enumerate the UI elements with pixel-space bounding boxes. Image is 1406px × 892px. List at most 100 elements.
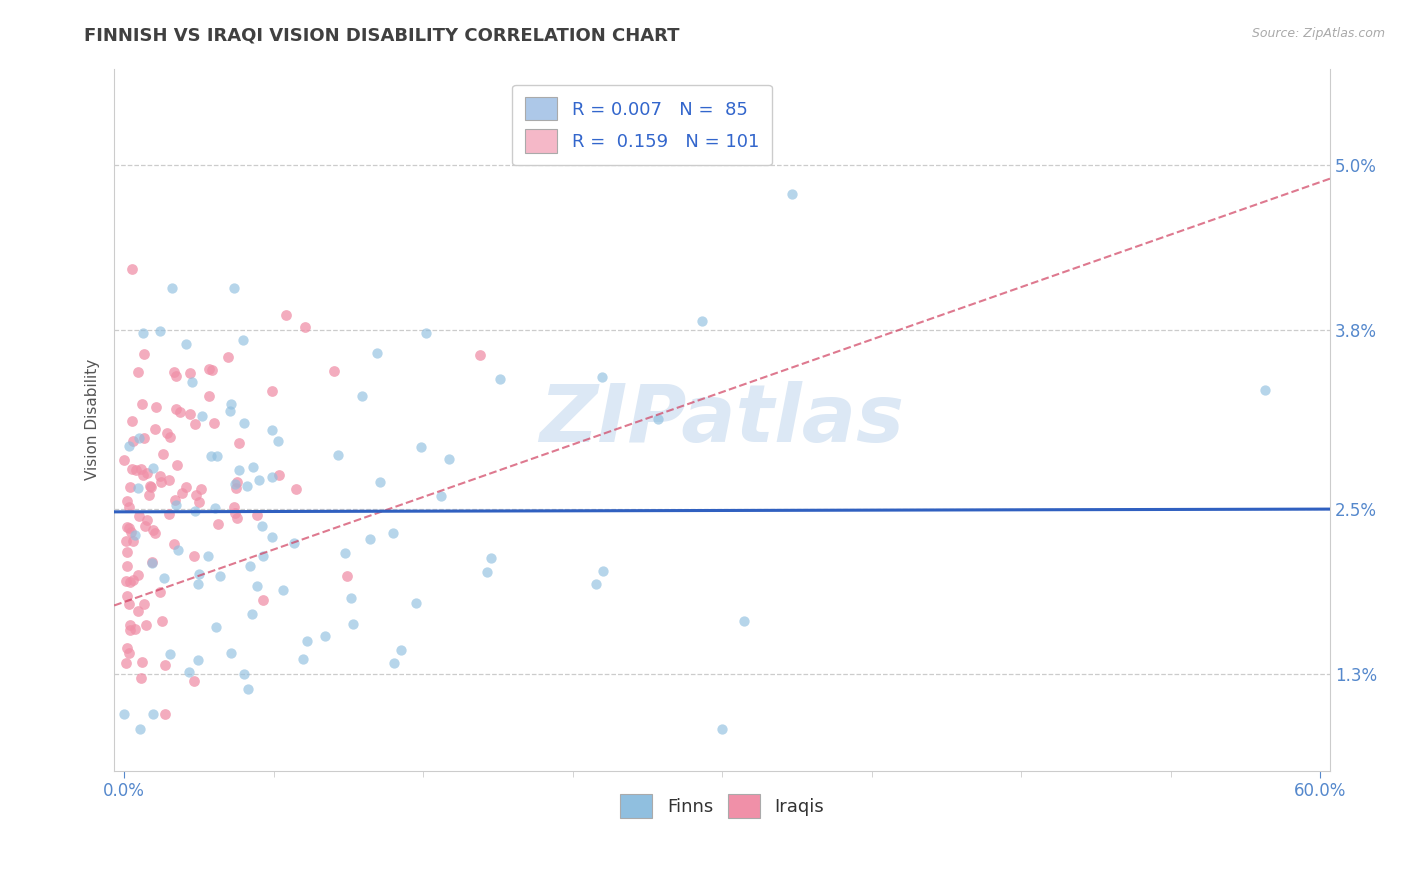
Point	[295, 634, 318, 648]
Point	[197, 389, 219, 403]
Point	[139, 479, 162, 493]
Point	[225, 475, 247, 490]
Point	[389, 642, 412, 657]
Point	[591, 369, 613, 384]
Point	[205, 449, 228, 463]
Point	[143, 526, 166, 541]
Point	[129, 671, 152, 685]
Point	[170, 485, 193, 500]
Point	[153, 706, 176, 721]
Point	[125, 463, 148, 477]
Point	[252, 593, 274, 607]
Point	[115, 590, 138, 604]
Point	[187, 576, 209, 591]
Point	[222, 281, 245, 295]
Point	[131, 655, 153, 669]
Point	[121, 533, 143, 548]
Point	[127, 481, 149, 495]
Point	[153, 571, 176, 585]
Point	[179, 407, 201, 421]
Point	[114, 707, 136, 722]
Point	[260, 384, 283, 398]
Point	[224, 507, 246, 521]
Point	[225, 481, 247, 495]
Point	[359, 532, 381, 546]
Point	[120, 524, 142, 539]
Point	[115, 494, 138, 508]
Point	[131, 467, 153, 482]
Point	[366, 346, 388, 360]
Point	[135, 617, 157, 632]
Point	[118, 480, 141, 494]
Point	[127, 604, 149, 618]
Point	[166, 542, 188, 557]
Point	[350, 389, 373, 403]
Point	[342, 617, 364, 632]
Point	[155, 658, 177, 673]
Point	[232, 333, 254, 347]
Point	[276, 309, 298, 323]
Point	[247, 473, 270, 487]
Point	[150, 614, 173, 628]
Point	[228, 436, 250, 450]
Legend: Finns, Iraqis: Finns, Iraqis	[613, 788, 831, 825]
Point	[415, 326, 437, 340]
Point	[141, 480, 163, 494]
Point	[585, 576, 607, 591]
Point	[184, 488, 207, 502]
Point	[262, 470, 284, 484]
Point	[260, 530, 283, 544]
Point	[382, 657, 405, 671]
Point	[479, 551, 502, 566]
Point	[159, 647, 181, 661]
Point	[138, 488, 160, 502]
Point	[145, 401, 167, 415]
Point	[188, 494, 211, 508]
Point	[159, 429, 181, 443]
Point	[222, 500, 245, 514]
Point	[120, 618, 142, 632]
Point	[177, 665, 200, 679]
Point	[148, 584, 170, 599]
Point	[132, 597, 155, 611]
Point	[165, 402, 187, 417]
Point	[647, 411, 669, 425]
Point	[129, 723, 152, 737]
Point	[141, 555, 163, 569]
Point	[692, 314, 714, 328]
Point	[132, 347, 155, 361]
Point	[252, 518, 274, 533]
Point	[239, 559, 262, 574]
Point	[160, 280, 183, 294]
Point	[149, 324, 172, 338]
Point	[188, 566, 211, 581]
Point	[120, 623, 142, 637]
Point	[411, 440, 433, 454]
Point	[166, 458, 188, 472]
Point	[323, 364, 346, 378]
Point	[475, 566, 498, 580]
Point	[183, 674, 205, 689]
Point	[271, 583, 294, 598]
Point	[142, 523, 165, 537]
Point	[127, 365, 149, 379]
Point	[121, 462, 143, 476]
Point	[187, 653, 209, 667]
Point	[201, 363, 224, 377]
Point	[174, 480, 197, 494]
Point	[122, 573, 145, 587]
Point	[131, 397, 153, 411]
Point	[122, 434, 145, 449]
Point	[118, 598, 141, 612]
Point	[165, 369, 187, 384]
Point	[162, 537, 184, 551]
Text: Source: ZipAtlas.com: Source: ZipAtlas.com	[1251, 27, 1385, 40]
Point	[180, 375, 202, 389]
Point	[294, 320, 316, 334]
Point	[489, 372, 512, 386]
Point	[142, 706, 165, 721]
Point	[127, 567, 149, 582]
Point	[118, 500, 141, 515]
Point	[184, 417, 207, 432]
Point	[118, 521, 141, 535]
